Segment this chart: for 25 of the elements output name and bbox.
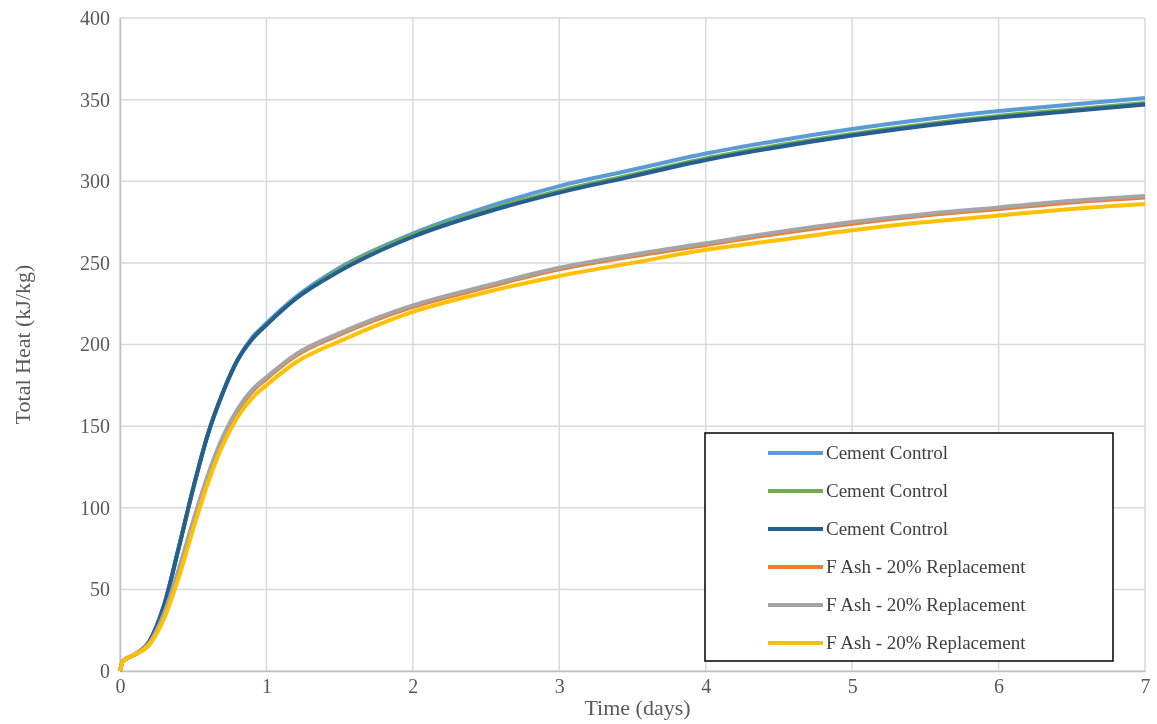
y-tick-label: 400 bbox=[80, 6, 110, 29]
legend-label: Cement Control bbox=[826, 480, 948, 501]
legend-label: F Ash - 20% Replacement bbox=[826, 556, 1027, 577]
y-tick-label: 300 bbox=[80, 170, 110, 193]
x-tick-label: 2 bbox=[408, 675, 419, 698]
y-tick-label: 100 bbox=[80, 496, 110, 519]
y-tick-label: 350 bbox=[80, 88, 110, 111]
y-tick-label: 150 bbox=[80, 415, 110, 438]
x-axis-title: Time (days) bbox=[584, 695, 691, 720]
x-tick-label: 5 bbox=[847, 675, 858, 698]
y-axis-title: Total Heat (kJ/kg) bbox=[10, 264, 35, 425]
x-tick-label: 1 bbox=[261, 675, 272, 698]
x-tick-label: 3 bbox=[554, 675, 565, 698]
x-tick-label: 4 bbox=[701, 675, 712, 698]
legend-label: F Ash - 20% Replacement bbox=[826, 594, 1027, 615]
y-tick-label: 0 bbox=[100, 659, 110, 682]
y-tick-label: 50 bbox=[90, 578, 110, 601]
x-tick-label: 7 bbox=[1140, 675, 1151, 698]
y-tick-label: 200 bbox=[80, 333, 110, 356]
x-tick-label: 6 bbox=[994, 675, 1005, 698]
y-tick-label: 250 bbox=[80, 251, 110, 274]
x-tick-label: 0 bbox=[115, 675, 126, 698]
legend-label: F Ash - 20% Replacement bbox=[826, 632, 1027, 653]
legend-label: Cement Control bbox=[826, 442, 948, 463]
legend-label: Cement Control bbox=[826, 518, 948, 539]
